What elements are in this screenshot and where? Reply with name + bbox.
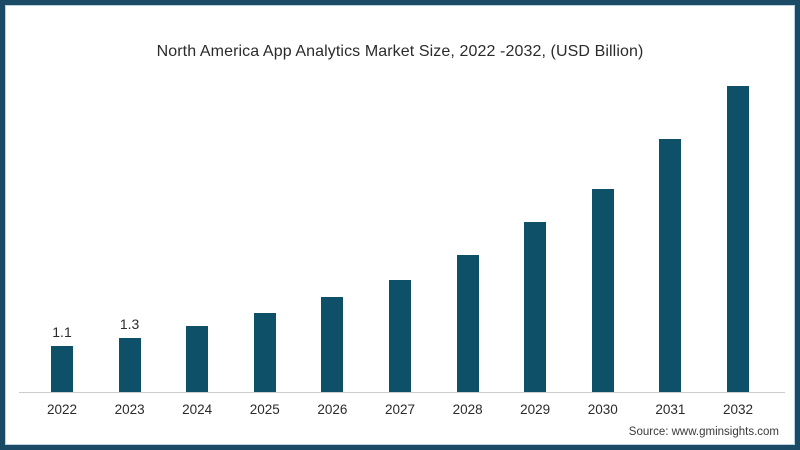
x-axis-line [19,392,785,393]
x-tick-label-2022: 2022 [46,402,78,417]
x-tick-label-2026: 2026 [317,402,348,417]
bar-2030 [591,189,614,392]
x-tick-label-2030: 2030 [587,402,618,417]
x-tick-label-2027: 2027 [384,402,416,417]
x-tick-label-2028: 2028 [452,402,483,417]
bar-2024 [186,325,209,392]
bar-2031 [659,139,682,392]
x-tick-label-2024: 2024 [182,402,213,417]
chart-title: North America App Analytics Market Size,… [156,43,644,60]
plot-area: North America App Analytics Market Size,… [5,5,795,445]
bar-2027 [389,280,411,392]
x-tick-label-2031: 2031 [655,402,686,417]
x-tick-label-2029: 2029 [520,402,551,417]
bar-value-label-2022: 1.1 [52,324,72,341]
x-tick-label-2032: 2032 [722,402,754,417]
x-tick-label-2025: 2025 [249,402,280,417]
bar-2023 [118,338,141,392]
bar-value-label-2023: 1.3 [119,316,140,333]
bar-2032 [727,85,749,392]
bar-2029 [524,222,547,392]
x-tick-label-2023: 2023 [114,402,145,417]
bar-2028 [456,255,479,392]
bar-2025 [253,313,276,392]
source-attribution: Source: www.gminsights.com [628,426,779,438]
bar-2026 [321,296,344,392]
bar-2022 [51,346,73,392]
